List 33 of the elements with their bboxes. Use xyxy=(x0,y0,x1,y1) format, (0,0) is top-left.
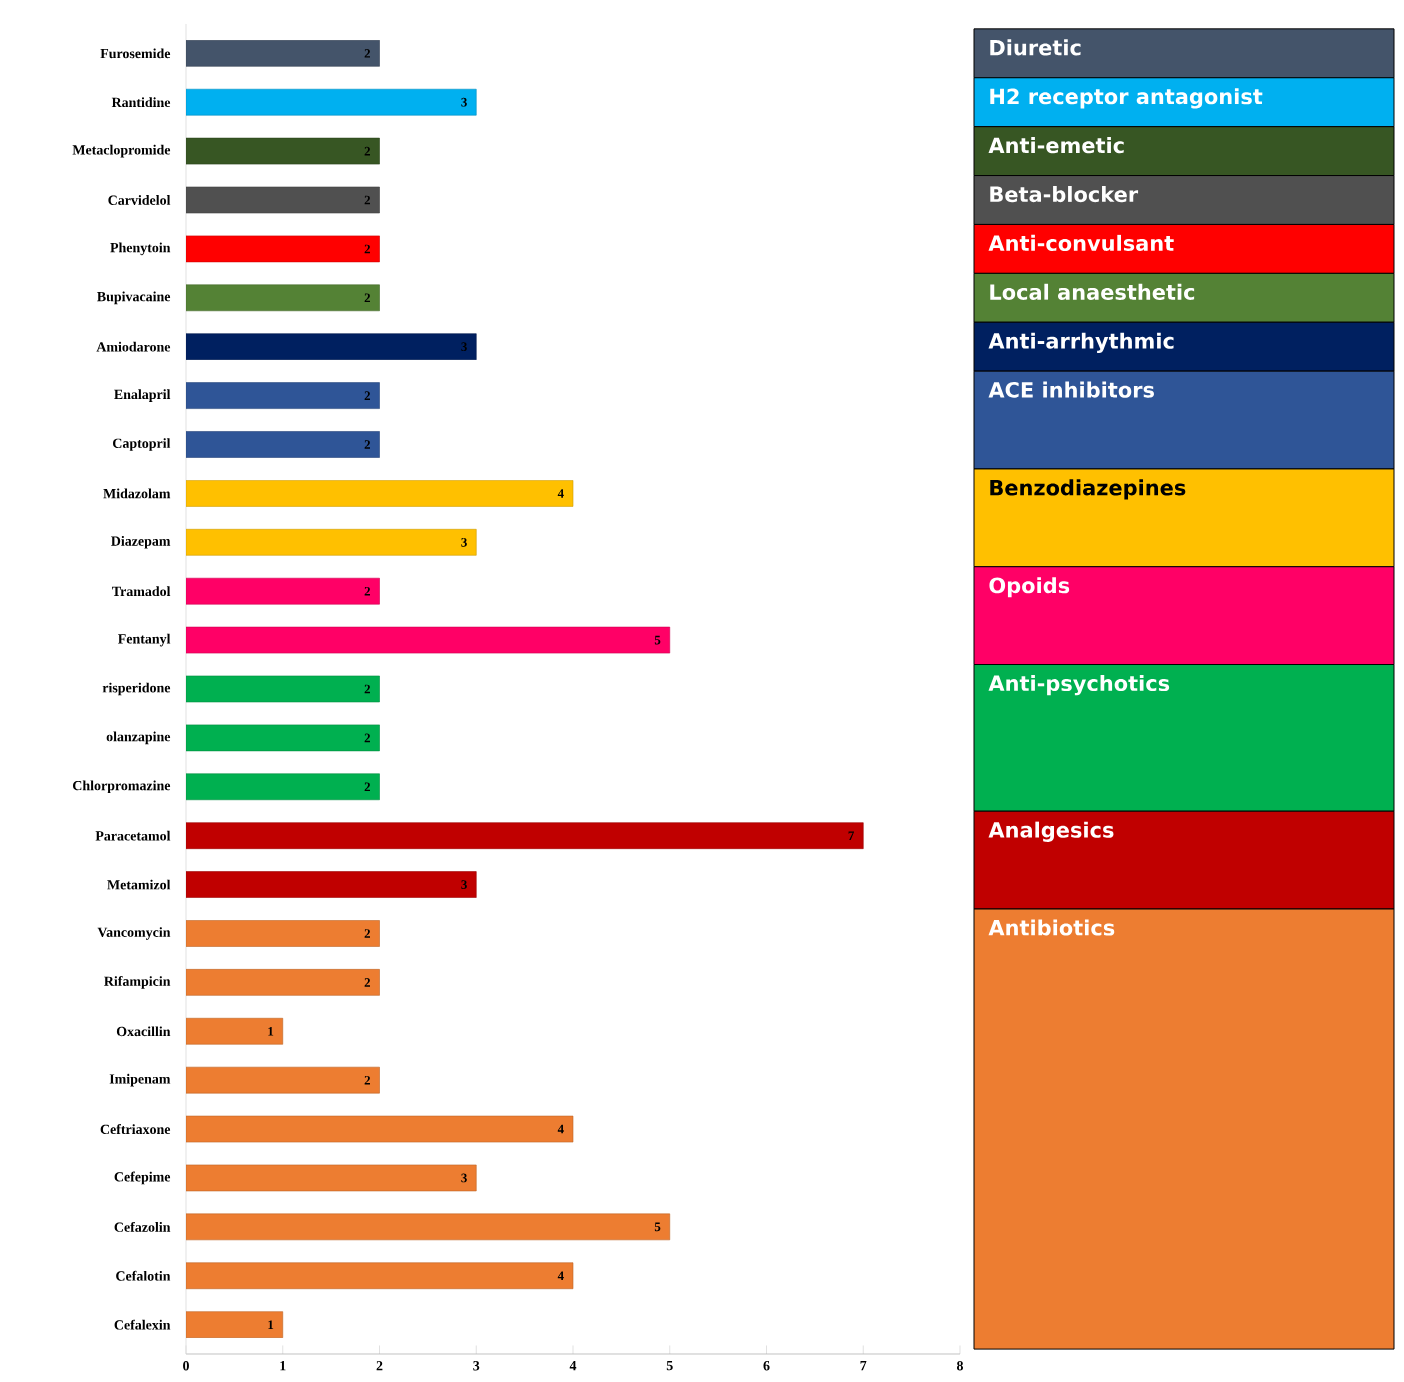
bar xyxy=(186,1164,477,1192)
text: Diuretic xyxy=(990,39,1081,56)
text: H2 receptor antagonist xyxy=(990,88,1263,109)
bar xyxy=(186,773,380,801)
text: Antibiotics xyxy=(988,919,1115,936)
bar xyxy=(186,871,477,898)
bar xyxy=(186,920,380,947)
bar xyxy=(186,626,671,654)
text: Anti-emetic xyxy=(988,137,1124,154)
bar xyxy=(186,528,477,556)
text: Beta-blocker xyxy=(990,185,1139,203)
bar xyxy=(186,675,380,703)
bar xyxy=(186,724,380,752)
bar xyxy=(186,1066,380,1094)
text: Anti-arrhythmic xyxy=(988,332,1174,354)
text: Local anaesthetic xyxy=(990,283,1195,300)
bar xyxy=(186,1262,574,1290)
text: Benzodiazepines xyxy=(990,479,1186,500)
bar xyxy=(186,822,864,849)
bar xyxy=(186,1017,284,1045)
bar xyxy=(186,969,380,996)
text: Analgesics xyxy=(988,821,1114,843)
bar xyxy=(186,577,380,605)
bar xyxy=(186,431,380,458)
bar xyxy=(186,1311,284,1338)
text: Opoids xyxy=(989,577,1070,598)
bar xyxy=(186,1115,574,1143)
bar xyxy=(186,480,574,507)
text: ACE inhibitors xyxy=(988,381,1154,398)
bar xyxy=(186,382,380,409)
text: Anti-convulsant xyxy=(988,234,1174,252)
text: Anti-psychotics xyxy=(988,674,1170,696)
bar xyxy=(186,1213,671,1241)
